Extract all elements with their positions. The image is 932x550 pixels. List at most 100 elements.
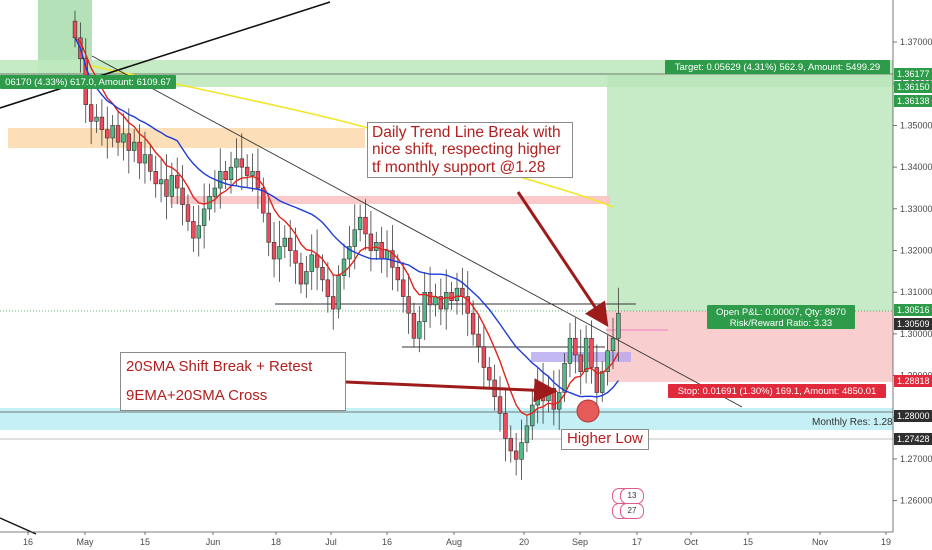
candle-body [481,346,487,368]
candle-body [250,171,255,176]
price-tag [894,81,932,93]
price-tag-label: 1.36177 [897,69,930,79]
x-tick-label: Oct [684,537,699,547]
event-badge-b-text: 13 [627,491,637,500]
candle-body [298,262,304,285]
event-badge-d[interactable]: 27 [620,503,644,519]
candle-body [347,246,352,260]
candle-body [427,292,433,306]
price-tag [894,95,932,107]
candle-body [589,337,594,368]
candle-body [115,125,121,143]
price-tag-label: 1.30509 [897,319,930,329]
badges: 1.36177 1.36150 1.36138 1.30516 1.30509 1.288… [0,60,932,445]
candle-body [610,337,616,352]
left-target-badge-text: 06170 (4.33%) 617.0, Amount: 6109.67 [5,77,171,88]
candle-body [137,141,142,164]
candle-body [379,241,384,260]
candle-body [126,133,132,151]
candle-body [573,337,578,356]
candle-body [508,438,513,452]
candle-body [503,413,508,439]
price-tag [894,433,932,445]
x-tick-label: May [76,537,94,547]
drawings [0,1,743,535]
candle-body [476,333,481,347]
candle-body [594,367,600,393]
y-tick-label: 1.37000 [900,37,932,47]
candle-body [142,154,148,164]
candle-body [191,221,196,239]
candle-body [384,250,390,260]
candle-body [110,125,115,139]
candle-body [234,158,239,168]
candle-body [180,187,185,206]
sma20-line [74,37,619,398]
y-tick-label: 1.32000 [900,246,932,256]
candle-body [244,166,250,176]
candle-body [400,279,406,297]
price-tag [894,375,932,387]
candle-body [282,237,288,247]
y-tick-label: 1.27000 [900,454,932,464]
candle-body [105,129,110,139]
candle-body [271,241,277,260]
price-tag [894,304,932,316]
candle-body [352,229,357,247]
y-tick-label: 1.35000 [900,120,932,130]
candle-body [158,179,164,185]
target-zone [607,75,893,311]
annotation-higher-low: Higher Low [561,429,649,450]
candle-body [336,275,341,310]
candle-body [497,396,503,414]
candle-body [513,450,519,460]
event-badge-b[interactable]: 13 [620,488,644,504]
candle-body [304,271,309,285]
x-tick-label: Aug [446,537,462,547]
stop-badge-text: Stop: 0.01691 (1.30%) 169.1, Amount: 485… [678,386,877,397]
annotation-sma-line2: 9EMA+20SMA Cross [126,387,268,405]
candle-body [524,425,530,443]
candle-body [411,312,417,339]
x-tick-label: Jul [325,537,337,547]
price-tag [894,410,932,422]
candle-body [406,296,411,314]
candle-body [201,208,207,226]
candle-body [185,204,191,222]
candle-body [444,292,449,310]
candle-body [266,212,271,243]
candle-body [287,237,293,251]
candle-body [519,442,524,460]
y-tick-label: 1.34000 [900,162,932,172]
target-badge-text: Target: 0.05629 (4.31%) 562.9, Amount: 5… [675,62,880,73]
candle-body [562,362,567,393]
pnl-badge [707,305,855,329]
x-tick-label: Nov [812,537,829,547]
ema9-line [74,37,620,416]
price-tag-label: 1.28000 [897,411,930,421]
candle-body [583,337,589,372]
daily-trendline [91,55,743,408]
long-trendline [0,1,331,109]
target-badge [665,60,890,74]
price-tag-label: 1.36150 [897,82,930,92]
candle-body [228,166,234,181]
stop-badge [668,384,886,398]
corner-line [0,517,37,535]
candle-body [148,154,153,172]
monthly-res-label: Monthly Res: 1.28 [812,417,893,428]
pnl-badge-text: Risk/Reward Ratio: 3.33 [730,318,832,329]
y-tick-label: 1.26000 [900,496,932,506]
x-tick-label: 15 [140,537,150,547]
monthly-support-zone [0,408,893,430]
candle-body [390,250,395,268]
candle-body [175,175,180,189]
candle-body [320,267,325,281]
candle-body [169,175,175,197]
candle-body [417,321,422,339]
x-tick-label: 15 [743,537,753,547]
candle-body [277,246,282,260]
candle-body [88,104,94,122]
